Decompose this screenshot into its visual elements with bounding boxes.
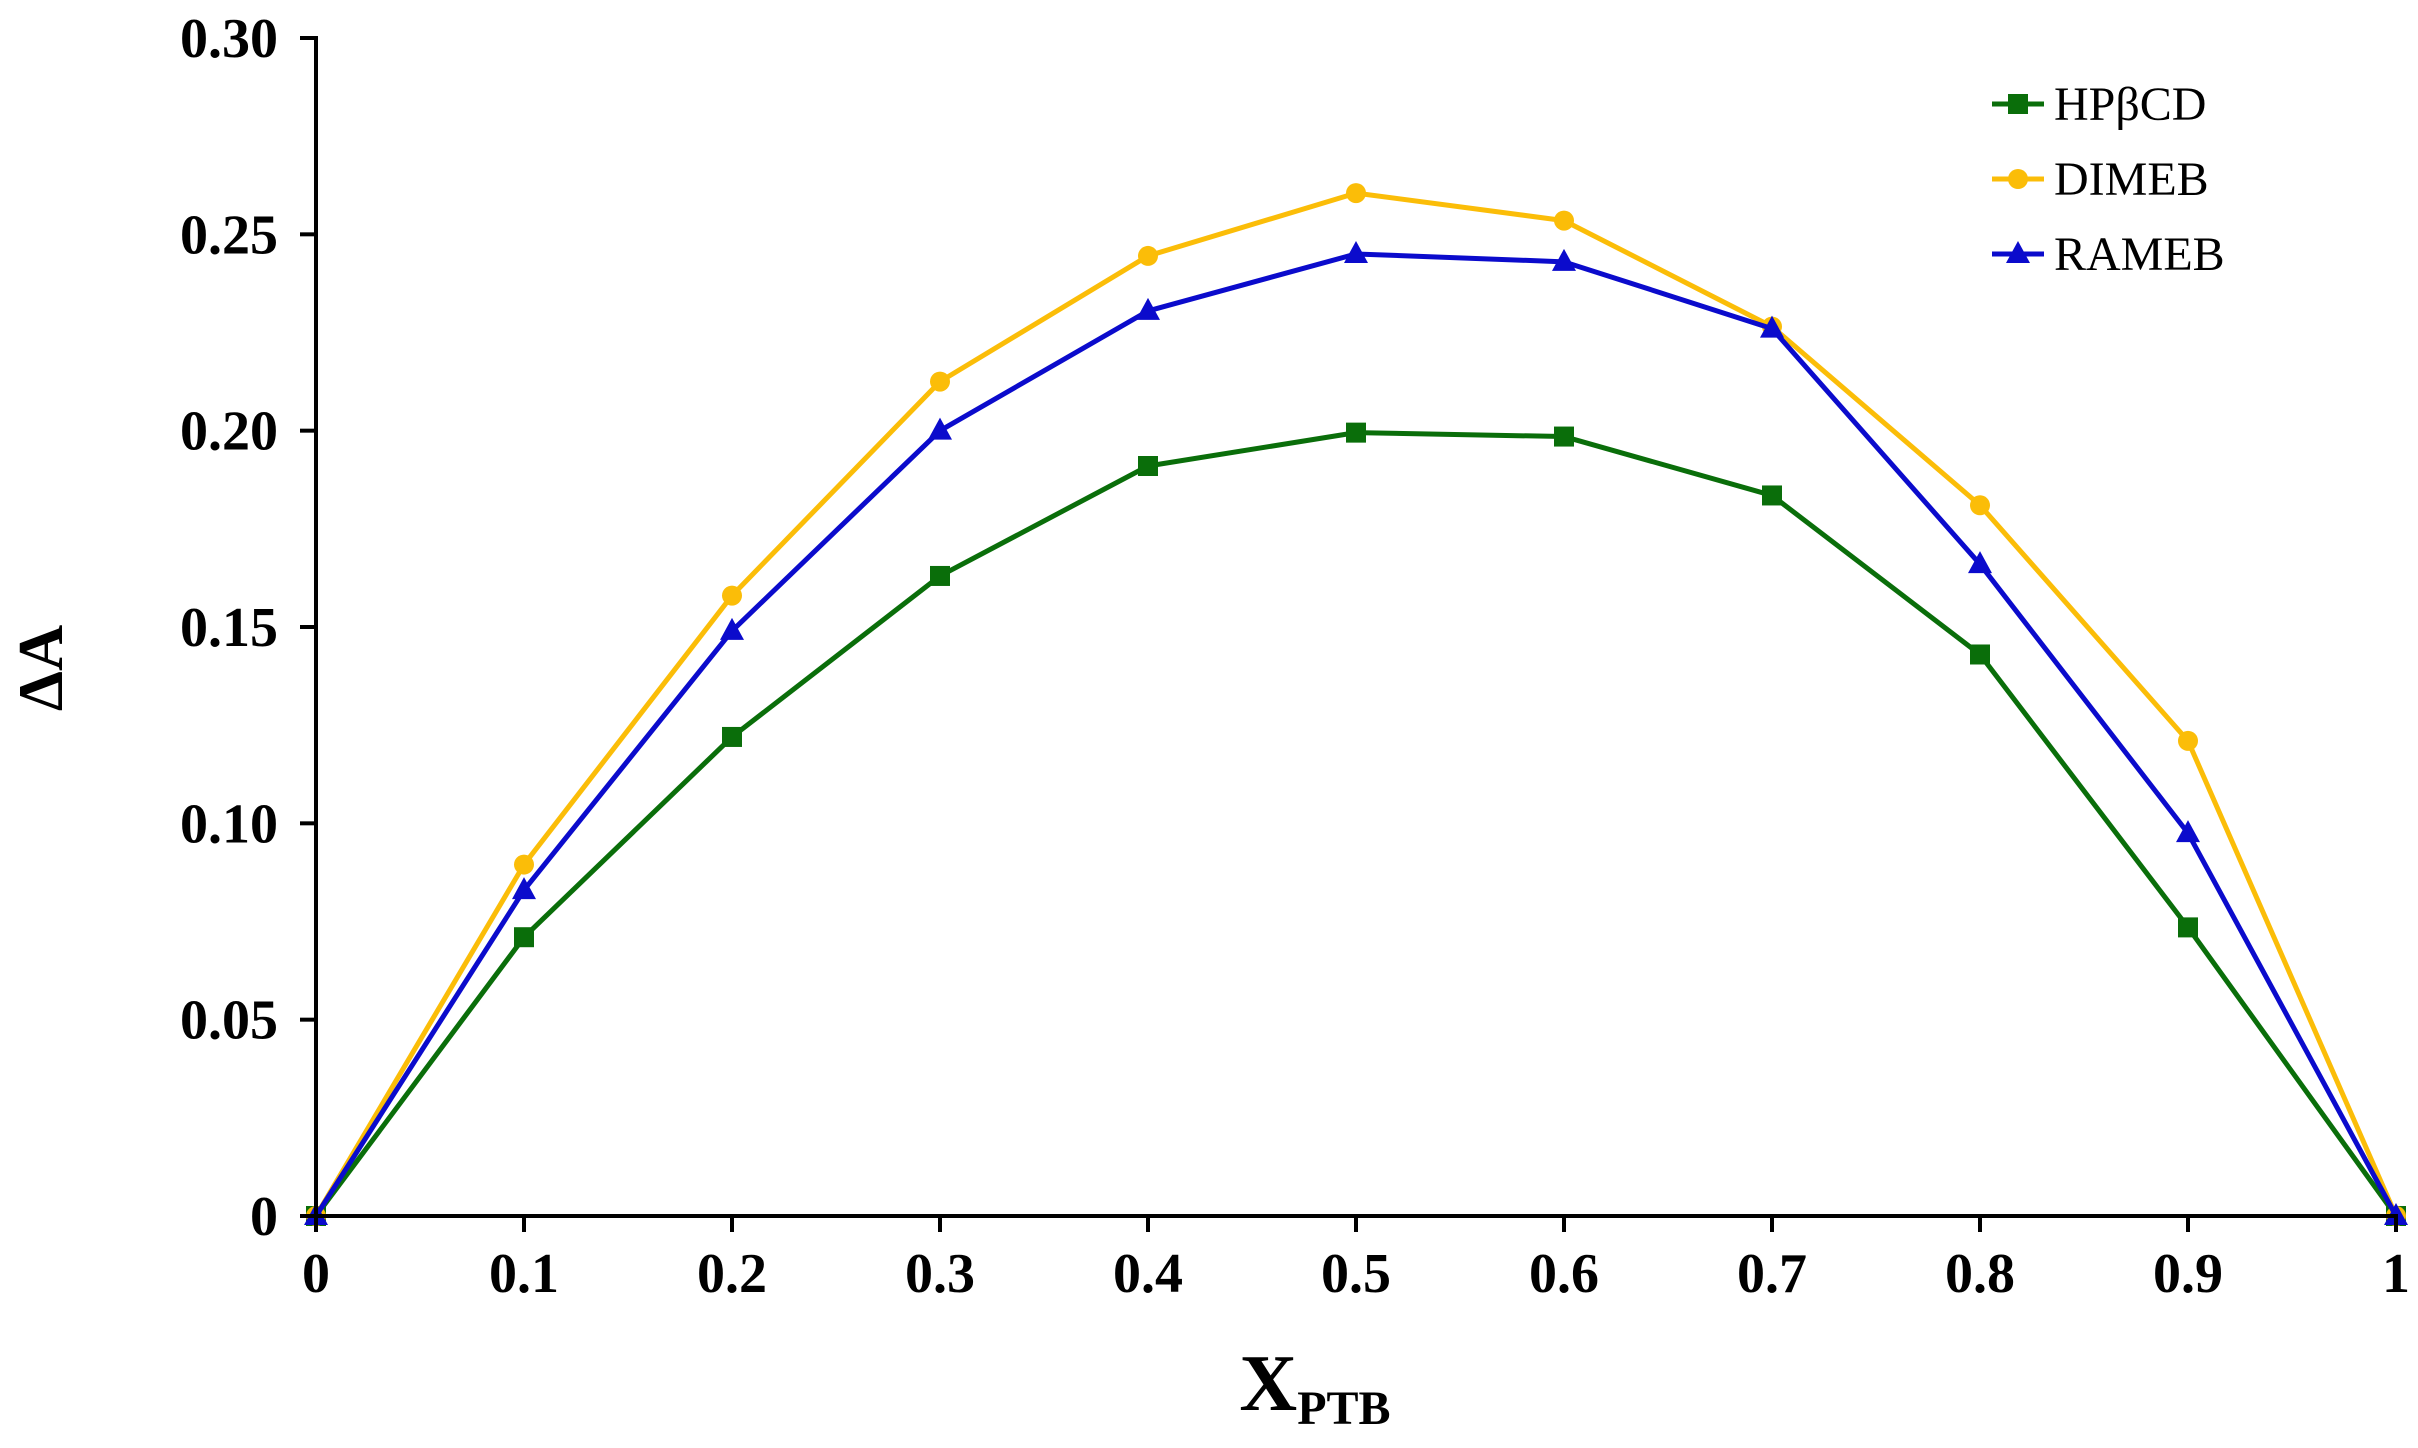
data-point (928, 417, 952, 440)
legend-entry: DIMEB (1992, 153, 2209, 206)
data-point (1968, 551, 1992, 574)
x-tick-label: 0.7 (1737, 1243, 1807, 1305)
series-layer (304, 183, 2408, 1226)
legend-marker (2008, 169, 2028, 189)
x-tick-label: 0.9 (2153, 1243, 2223, 1305)
x-tick-label: 0.8 (1945, 1243, 2015, 1305)
data-point (1346, 183, 1366, 204)
x-tick-label: 1 (2382, 1243, 2410, 1305)
y-tick-label: 0.15 (180, 597, 278, 659)
data-point (2176, 820, 2200, 843)
series-line (313, 190, 2399, 1218)
legend-marker (2008, 94, 2028, 114)
data-point (1970, 495, 1990, 516)
legend-label: DIMEB (2054, 153, 2209, 206)
ticks-layer: 0 0.05 0.10 0.15 0.20 0.25 0.30 0 0.1 0.2 0.3 0.4 0.… (180, 8, 2410, 1305)
y-tick-label: 0.30 (180, 8, 278, 70)
x-axis-title: XPTB (1239, 1340, 1390, 1435)
series-line (313, 430, 2399, 1218)
data-point (720, 617, 744, 640)
legend-marker (2006, 241, 2030, 263)
data-point (1344, 240, 1368, 263)
data-point (1970, 644, 1990, 665)
series-rameb (304, 240, 2408, 1225)
x-tick-label: 0.1 (489, 1243, 559, 1305)
titles-layer: ΔA XPTB (5, 625, 1391, 1435)
data-point (1760, 315, 1784, 338)
x-axis-title-subscript: PTB (1297, 1382, 1390, 1435)
series-hpβcd (306, 422, 2406, 1226)
series-line (313, 251, 2399, 1218)
data-point (1346, 422, 1366, 443)
data-point (1138, 456, 1158, 477)
legend-entry: RAMEB (1992, 228, 2225, 281)
data-point (1136, 297, 1160, 320)
x-tick-label: 0.2 (697, 1243, 767, 1305)
data-point (1554, 210, 1574, 231)
data-point (722, 726, 742, 747)
x-tick-label: 0 (302, 1243, 330, 1305)
x-tick-label: 0.5 (1321, 1243, 1391, 1305)
y-tick-label: 0.25 (180, 204, 278, 266)
y-tick-label: 0 (250, 1186, 278, 1248)
legend-entry: HPβCD (1992, 78, 2206, 131)
data-point (930, 371, 950, 392)
data-point (514, 927, 534, 948)
y-tick-label: 0.05 (180, 990, 278, 1052)
x-tick-label: 0.6 (1529, 1243, 1599, 1305)
x-axis-title-main: X (1239, 1340, 1297, 1428)
legend: HPβCD DIMEB RAMEB (1992, 78, 2225, 281)
legend-label: HPβCD (2054, 78, 2206, 131)
data-point (514, 854, 534, 875)
x-tick-label: 0.4 (1113, 1243, 1183, 1305)
data-point (722, 585, 742, 606)
y-tick-label: 0.10 (180, 793, 278, 855)
data-point (1554, 426, 1574, 447)
data-point (512, 877, 536, 900)
data-point (2178, 730, 2198, 751)
data-point (2178, 917, 2198, 938)
y-tick-label: 0.20 (180, 401, 278, 463)
y-axis-title: ΔA (5, 625, 76, 711)
legend-label: RAMEB (2054, 228, 2225, 281)
data-point (1762, 485, 1782, 506)
data-point (1138, 245, 1158, 266)
data-point (930, 565, 950, 586)
data-point (1552, 248, 1576, 271)
x-tick-label: 0.3 (905, 1243, 975, 1305)
